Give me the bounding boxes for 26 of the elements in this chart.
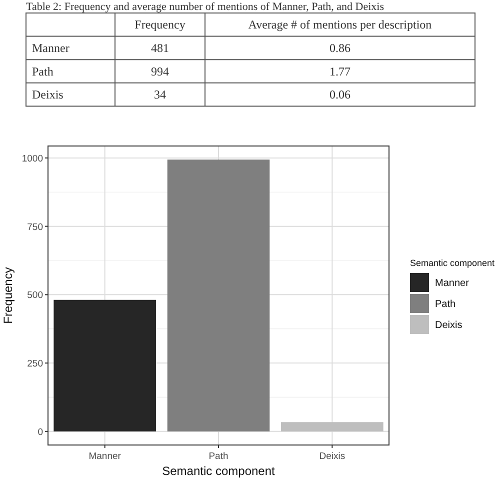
x-axis-title: Semantic component <box>162 464 276 478</box>
y-tick-label: 0 <box>38 426 43 438</box>
legend-label: Path <box>435 299 456 310</box>
data-label: 1.77 <box>330 64 350 78</box>
text: Frequency <box>134 18 186 32</box>
y-tick-label: 500 <box>27 290 43 302</box>
y-tick-label: 1000 <box>22 153 43 164</box>
y-tick-label: 250 <box>27 358 43 370</box>
category-label: Path <box>32 64 54 78</box>
text: Table 2: Frequency and average number of mentions of Manner, Path, and Deixis <box>26 1 384 13</box>
y-axis-title: Frequency <box>1 267 15 324</box>
text: Average # of mentions per description <box>248 18 432 32</box>
data-label: 0.86 <box>330 40 350 55</box>
x-tick-label: Deixis <box>319 451 346 462</box>
legend-label: Manner <box>435 278 470 289</box>
category-label: Manner <box>32 40 70 55</box>
data-label: 0.06 <box>330 88 350 102</box>
legend-label: Deixis <box>435 320 462 331</box>
data-label: 481 <box>151 40 169 55</box>
legend-title: Semantic component <box>410 258 496 268</box>
y-tick-label: 750 <box>27 222 43 233</box>
x-tick-label: Manner <box>88 451 121 462</box>
data-label: 994 <box>151 64 169 78</box>
x-tick-label: Path <box>208 451 228 462</box>
data-label: 34 <box>154 88 166 102</box>
category-label: Deixis <box>32 88 64 102</box>
